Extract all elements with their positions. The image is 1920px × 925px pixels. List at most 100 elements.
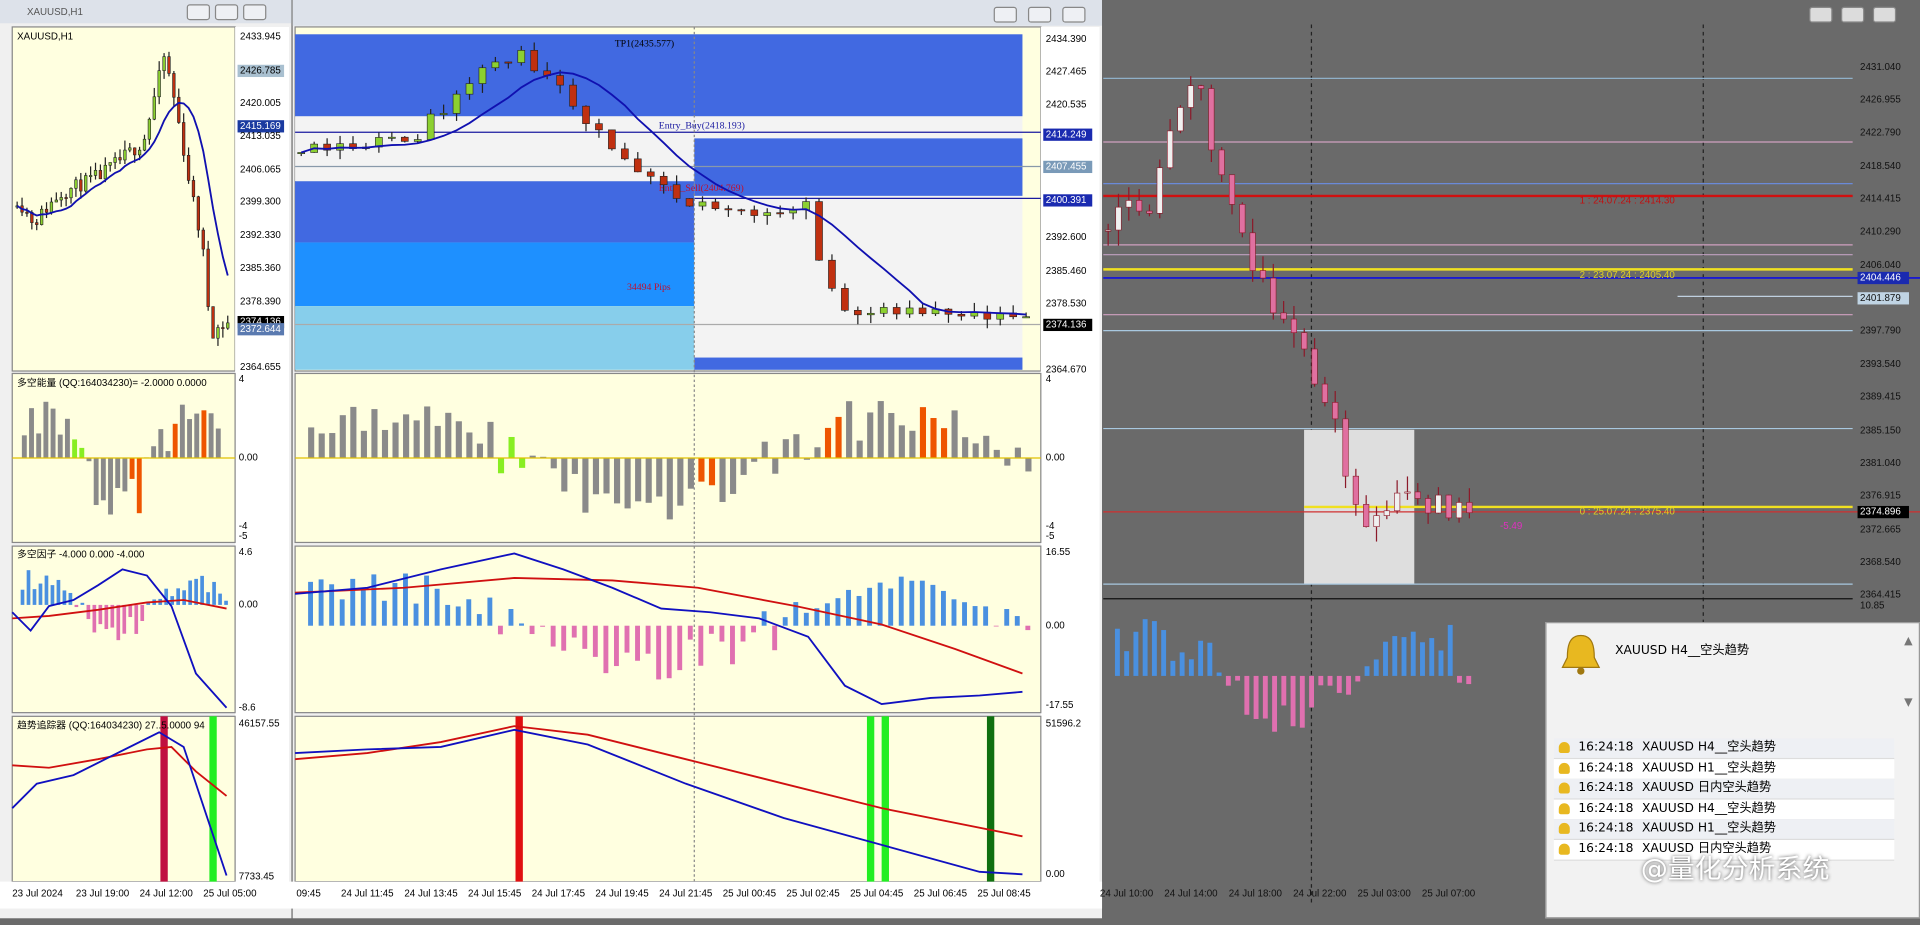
window-button[interactable] [1873,7,1895,22]
histogram-bar [1439,650,1444,675]
candle-body [109,162,112,165]
price-label: 2364.670 [1046,364,1087,375]
histogram-bar [51,409,56,458]
histogram-bar [593,458,599,494]
price-label: 2401.879 [1860,293,1901,304]
profit-label: -5.49 [1500,521,1522,532]
histogram-bar [194,414,199,458]
histogram-bar [772,458,778,474]
price-label: 2372.665 [1860,524,1901,535]
window-button[interactable] [1029,7,1051,22]
signal-zone [295,181,694,242]
signal-bar [867,716,874,881]
price-label: 2413.035 [240,131,281,142]
histogram-bar [899,425,905,458]
histogram-bar [909,581,914,626]
price-label: 2422.790 [1860,127,1901,138]
histogram-bar [487,598,492,626]
histogram-bar [43,402,48,458]
price-label: 2400.391 [1046,195,1087,206]
candle-body [60,197,63,200]
candle-body [414,140,421,142]
histogram-bar [1226,676,1231,686]
time-label: 25 Jul 06:45 [914,888,968,899]
window-button[interactable] [1810,7,1832,22]
annotation: 34494 Pips [627,282,671,293]
histogram-bar [218,594,222,605]
time-label: 25 Jul 00:45 [723,888,777,899]
histogram-bar [93,605,97,633]
histogram-bar [1180,652,1185,676]
price-label: 2414.249 [1046,129,1087,140]
histogram-bar [857,441,863,458]
candle-body [660,176,667,184]
histogram-bar [209,413,214,458]
candle-body [104,165,107,179]
histogram-bar [519,623,524,625]
histogram-bar [1448,625,1453,676]
histogram-bar [1402,637,1407,676]
histogram-bar [456,606,461,625]
candle-body [880,307,887,313]
alert-title: XAUUSD H4__空头趋势 [1615,639,1749,657]
bell-icon [1556,631,1605,680]
candle-body [1436,495,1442,513]
window-button[interactable] [216,5,238,20]
price-label: 2392.600 [1046,232,1087,243]
price-label: 2420.005 [240,98,281,109]
bell-icon [1559,762,1570,773]
scale-label: -5 [1046,531,1055,542]
price-label: 2434.390 [1046,34,1087,45]
candle-body [89,175,92,176]
price-label: 2389.415 [1860,392,1901,403]
scrollbar[interactable]: ▲▼ [1904,636,1916,734]
histogram-bar [941,591,946,626]
histogram-bar [382,430,388,458]
histogram-bar [101,458,106,500]
alert-time: 16:24:18 [1578,799,1633,819]
chart-label: XAUUSD,H1 [17,31,73,42]
time-label: 25 Jul 02:45 [786,888,840,899]
scale-label: 0.00 [239,599,259,610]
price-label: 2418.540 [1860,161,1901,172]
histogram-bar [130,458,135,479]
bell-icon [1559,782,1570,793]
annotation: Entry_Buy(2418.193) [659,120,745,131]
histogram-bar [1411,632,1416,676]
histogram-bar [1291,676,1296,726]
signal-zone [694,196,1022,358]
histogram-bar [836,417,842,458]
scale-label: 4 [1046,374,1052,385]
candle-body [133,148,136,155]
candle-body [388,137,395,138]
price-label: 2385.150 [1860,425,1901,436]
window-button[interactable] [1063,7,1085,22]
window-button[interactable] [1842,7,1864,22]
candle-body [1105,230,1111,231]
window-button[interactable] [244,5,266,20]
histogram-bar [108,458,113,515]
histogram-bar [72,439,77,458]
price-label: 2364.415 [1860,590,1901,601]
histogram-bar [1346,676,1351,695]
time-label: 24 Jul 14:00 [1164,888,1218,899]
histogram-bar [151,446,156,458]
price-label: 2378.530 [1046,299,1087,310]
histogram-bar [1025,458,1031,471]
histogram-bar [751,626,756,633]
price-label: 2374.896 [1860,507,1901,518]
histogram-bar [1143,619,1148,676]
histogram-bar [94,458,99,505]
candle-body [80,180,83,191]
window-button[interactable] [187,5,209,20]
histogram-bar [57,580,61,605]
candle-body [197,197,200,230]
window-button[interactable] [994,7,1016,22]
level-label: 2 : 23.07.24 : 2405.40 [1580,270,1676,281]
